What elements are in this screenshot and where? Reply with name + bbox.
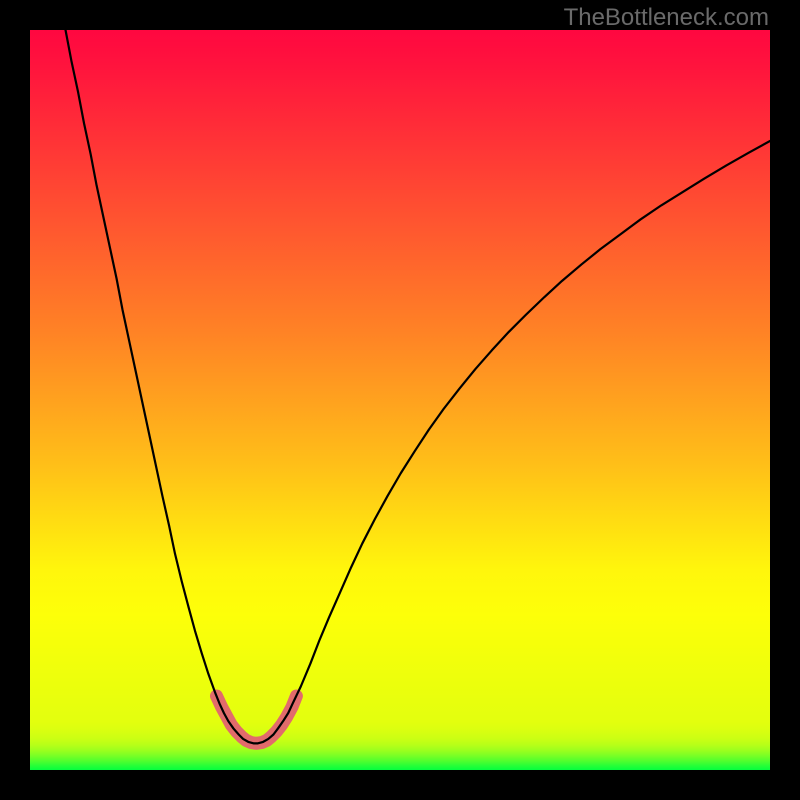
chart-stage: TheBottleneck.com	[0, 0, 800, 800]
main-curve-path	[66, 30, 770, 743]
plot-area	[30, 30, 770, 770]
curve-layer	[30, 30, 770, 770]
watermark-text: TheBottleneck.com	[564, 4, 769, 32]
